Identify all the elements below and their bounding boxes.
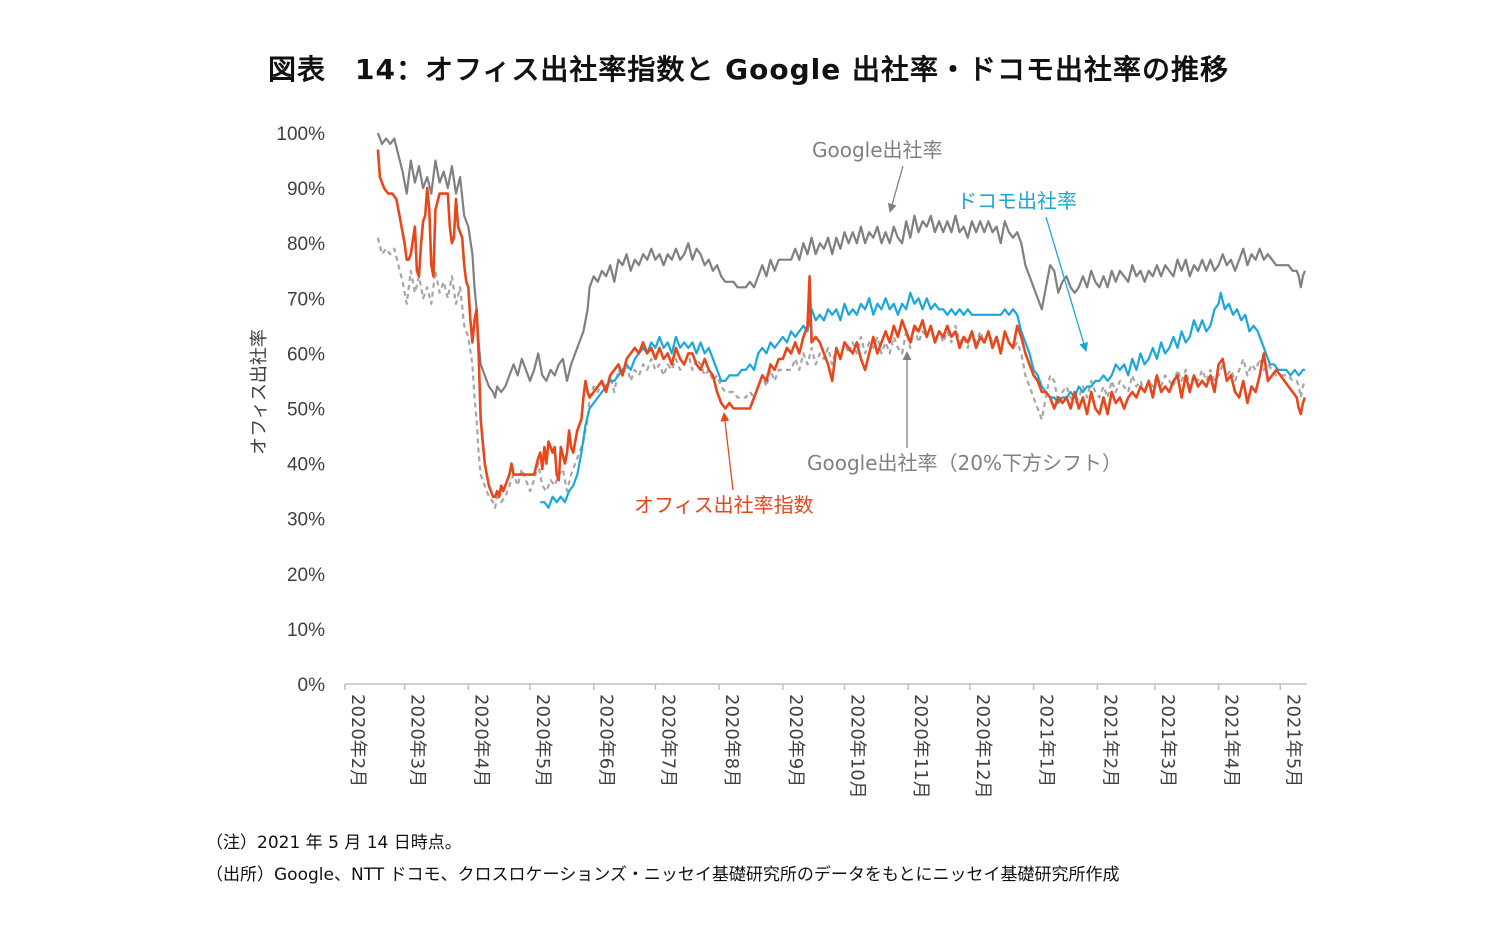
y-axis-ticks: 100% 90% 80% 70% 60% 50% 40% 30% 20% 10% 0% — [276, 124, 325, 696]
y-tick-label: 30% — [287, 510, 325, 531]
x-tick-label: 2020年3月 — [407, 694, 428, 787]
y-tick-label: 50% — [287, 400, 325, 421]
y-tick-label: 80% — [287, 234, 325, 255]
y-tick-label: 0% — [298, 675, 326, 696]
annotation-office: オフィス出社率指数 — [634, 493, 814, 517]
annotation-docomo-arrow — [1045, 216, 1089, 352]
x-tick-label: 2020年5月 — [532, 694, 553, 787]
x-tick-label: 2020年12月 — [972, 694, 993, 799]
y-axis-label: オフィス出社率 — [249, 329, 270, 455]
annotation-google-shift: Google出社率（20%下方シフト） — [807, 451, 1122, 475]
x-tick-label: 2021年1月 — [1036, 694, 1057, 787]
x-tick-label: 2021年5月 — [1282, 694, 1303, 787]
y-tick-label: 40% — [287, 455, 325, 476]
series-layer — [376, 132, 1307, 509]
annotation-google: Google出社率 — [812, 138, 943, 162]
y-tick-label: 20% — [287, 565, 325, 586]
y-tick-label: 70% — [287, 289, 325, 310]
x-tick-label: 2020年6月 — [596, 694, 617, 787]
x-tick-label: 2021年2月 — [1099, 694, 1120, 787]
x-tick-label: 2020年4月 — [470, 694, 491, 787]
series-line-0 — [376, 132, 1306, 399]
chart-title: 図表 14：オフィス出社率指数と Google 出社率・ドコモ出社率の推移 — [268, 53, 1229, 86]
series-line-2 — [540, 291, 1305, 509]
x-tick-label: 2020年8月 — [721, 694, 742, 787]
series-line-3 — [376, 149, 1307, 499]
x-tick-label: 2020年11月 — [910, 694, 931, 799]
y-tick-label: 10% — [287, 620, 325, 641]
annotation-office-arrow — [720, 412, 734, 491]
x-tick-label: 2021年4月 — [1221, 694, 1242, 787]
x-tick-label: 2021年3月 — [1157, 694, 1178, 787]
x-tick-label: 2020年2月 — [347, 694, 368, 787]
y-tick-label: 90% — [287, 179, 325, 200]
x-axis-ticks: 2020年2月 2020年3月 2020年4月 2020年5月 2020年6月 2020年… — [344, 684, 1303, 799]
footnote: （注）2021 年 5 月 14 日時点。 — [206, 833, 462, 853]
y-tick-label: 60% — [287, 344, 325, 365]
y-tick-label: 100% — [276, 124, 325, 145]
x-tick-label: 2020年9月 — [785, 694, 806, 787]
x-tick-label: 2020年7月 — [657, 694, 678, 787]
source-note: （出所）Google、NTT ドコモ、クロスロケーションズ・ニッセイ基礎研究所の… — [206, 865, 1120, 885]
x-tick-label: 2020年10月 — [847, 694, 868, 799]
annotation-docomo: ドコモ出社率 — [957, 189, 1077, 213]
annotation-google-arrow — [887, 165, 904, 213]
